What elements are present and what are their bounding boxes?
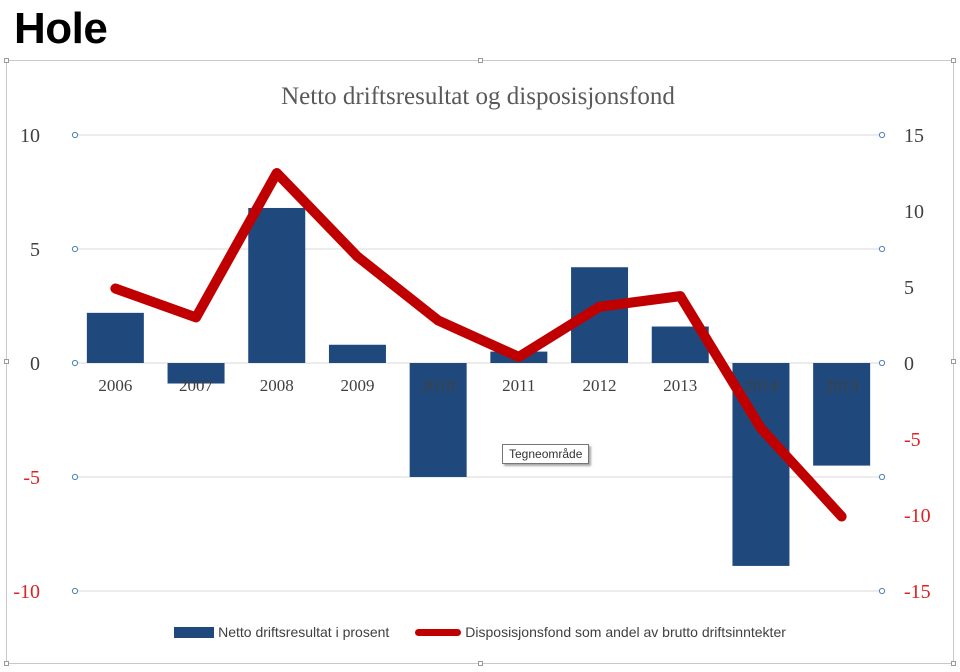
resize-handle-tl[interactable] [4, 58, 9, 63]
bar [409, 363, 467, 477]
left-axis-labels: 10 5 0 -5 -10 [13, 125, 40, 603]
x-tick-label: 2015 [825, 376, 859, 395]
x-tick-label: 2007 [179, 376, 214, 395]
y-left-tick-label: -10 [13, 581, 40, 603]
x-tick-label: 2014 [744, 376, 779, 395]
y-right-tick-label: 10 [904, 201, 924, 223]
axis-end-marker [878, 131, 886, 139]
y-right-tick-label: -5 [904, 429, 921, 451]
right-axis-labels: 15 10 5 0 -5 -10 -15 [904, 125, 931, 603]
y-right-tick-label: 0 [904, 353, 914, 375]
legend-swatch-line [415, 628, 462, 636]
x-tick-label: 2013 [663, 376, 697, 395]
legend-item-line: Disposisjonsfond som andel av brutto dri… [415, 624, 786, 640]
axis-end-marker [71, 359, 79, 367]
legend-item-bar: Netto driftsresultat i prosent [174, 624, 389, 640]
x-tick-label: 2010 [421, 376, 455, 395]
y-right-tick-label: 15 [904, 125, 924, 147]
axis-end-marker [878, 245, 886, 253]
legend-label-line: Disposisjonsfond som andel av brutto dri… [465, 624, 786, 640]
x-tick-label: 2011 [502, 376, 535, 395]
resize-handle-ml[interactable] [4, 359, 9, 364]
x-axis-labels: 2006 2007 2008 2009 2010 2011 2012 2013 2014 2015 [98, 376, 858, 395]
axis-end-marker [878, 587, 886, 595]
x-tick-label: 2012 [583, 376, 617, 395]
bar [86, 312, 144, 363]
resize-handle-tr[interactable] [951, 58, 956, 63]
chart-title: Netto driftsresultat og disposisjonsfond [281, 83, 675, 110]
resize-handle-tc[interactable] [478, 58, 483, 63]
y-left-tick-label: -5 [23, 467, 40, 489]
y-left-tick-label: 0 [30, 353, 40, 375]
axis-end-marker [878, 473, 886, 481]
bar-series [86, 207, 871, 566]
resize-handle-mr[interactable] [951, 359, 956, 364]
bar [248, 207, 306, 363]
legend-swatch-bar [174, 626, 215, 638]
y-left-tick-label: 10 [20, 125, 40, 147]
y-right-tick-label: -10 [904, 505, 931, 527]
tooltip: Tegneområde [502, 444, 590, 464]
axis-end-marker [71, 587, 79, 595]
chart-frame[interactable] [4, 58, 956, 666]
resize-handle-bc[interactable] [478, 661, 483, 666]
resize-handle-br[interactable] [951, 661, 956, 666]
axis-end-marker [71, 473, 79, 481]
x-tick-label: 2009 [340, 376, 374, 395]
line-series [110, 168, 847, 522]
bar [167, 363, 225, 384]
x-tick-label: 2006 [98, 376, 132, 395]
x-tick-label: 2008 [260, 376, 294, 395]
bar [813, 363, 871, 466]
axis-end-marker [71, 131, 79, 139]
bar [328, 344, 386, 363]
axis-end-marker [878, 359, 886, 367]
series-line [110, 168, 847, 522]
y-right-tick-label: -15 [904, 581, 931, 603]
page-heading: Hole [14, 4, 108, 53]
chart-legend: Netto driftsresultat i prosent Disposisj… [0, 618, 960, 646]
axis-end-marker [71, 245, 79, 253]
legend-label-bar: Netto driftsresultat i prosent [218, 624, 390, 640]
y-right-tick-label: 5 [904, 277, 914, 299]
resize-handle-bl[interactable] [4, 661, 9, 666]
y-left-tick-label: 5 [30, 239, 40, 261]
